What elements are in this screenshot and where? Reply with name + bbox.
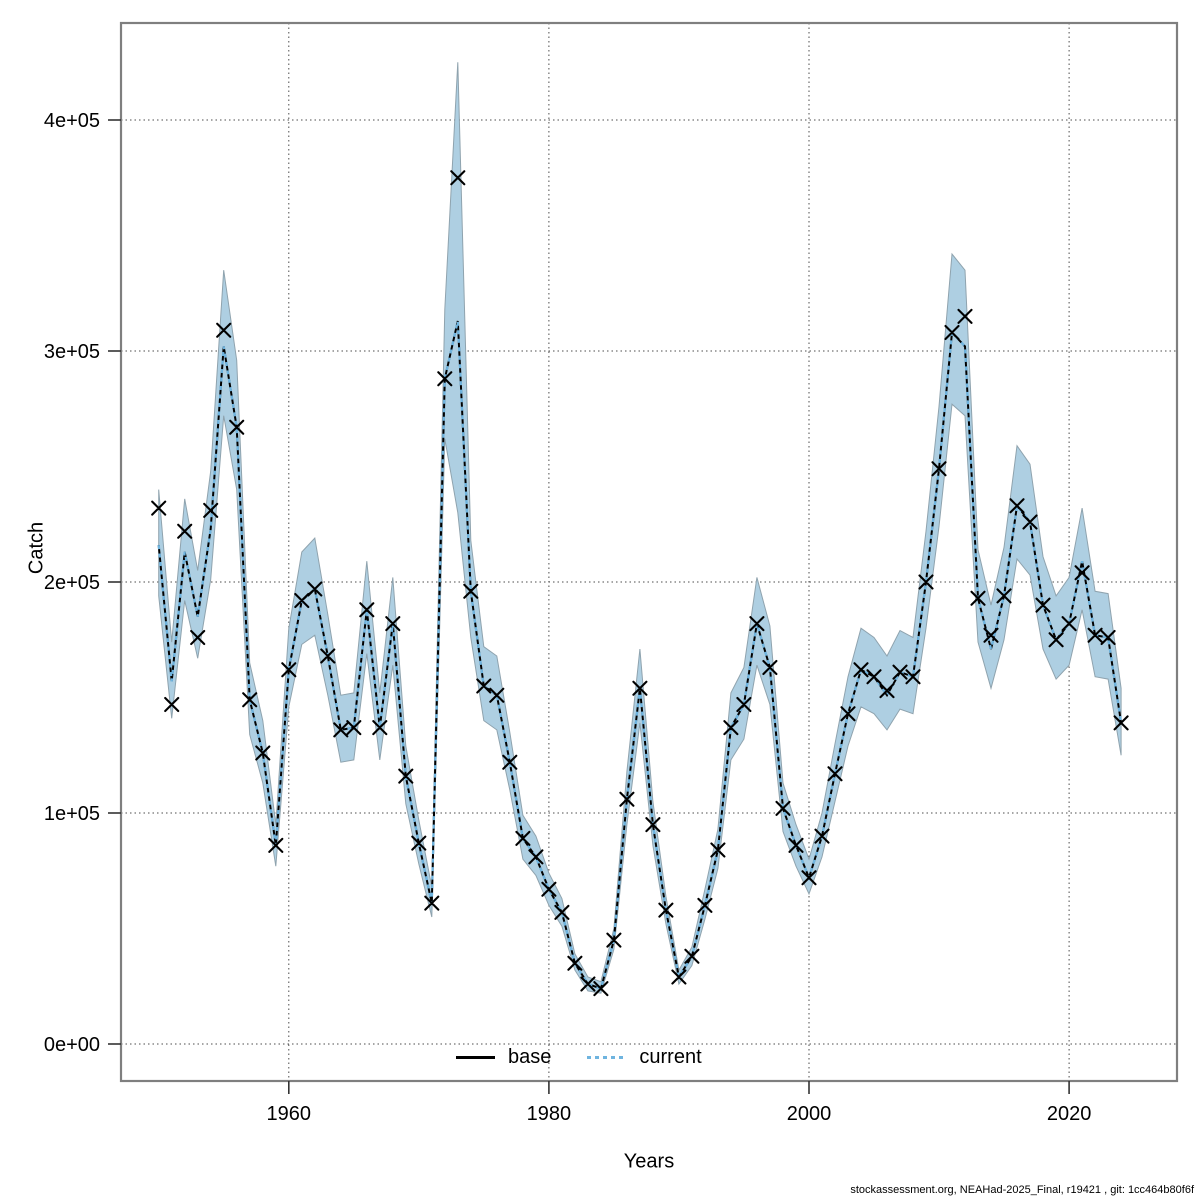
legend: base current (456, 1045, 702, 1069)
legend-current-label: current (639, 1045, 702, 1068)
confidence-ribbon (158, 62, 1122, 994)
y-tick-label: 1e+05 (44, 803, 100, 825)
y-tick-label: 4e+05 (44, 110, 100, 132)
x-tick-label: 1960 (267, 1103, 312, 1125)
x-tick-label: 2020 (1047, 1103, 1092, 1125)
y-axis-title: Catch (25, 521, 48, 575)
observed-catch-markers (151, 170, 1129, 997)
y-tick-label: 0e+00 (44, 1034, 100, 1056)
x-tick-label: 2000 (787, 1103, 832, 1125)
legend-current-line-sample (587, 1055, 627, 1059)
legend-base-line-sample (456, 1055, 495, 1059)
y-tick-label: 3e+05 (44, 341, 100, 363)
x-axis-title: Years (623, 1150, 675, 1173)
x-tick-label: 1980 (527, 1103, 572, 1125)
legend-base-label: base (508, 1045, 552, 1068)
plot-border (119, 21, 1179, 1083)
y-tick-label: 2e+05 (44, 572, 100, 594)
footer-credit: stockassessment.org, NEAHad-2025_Final, … (850, 1184, 1194, 1196)
